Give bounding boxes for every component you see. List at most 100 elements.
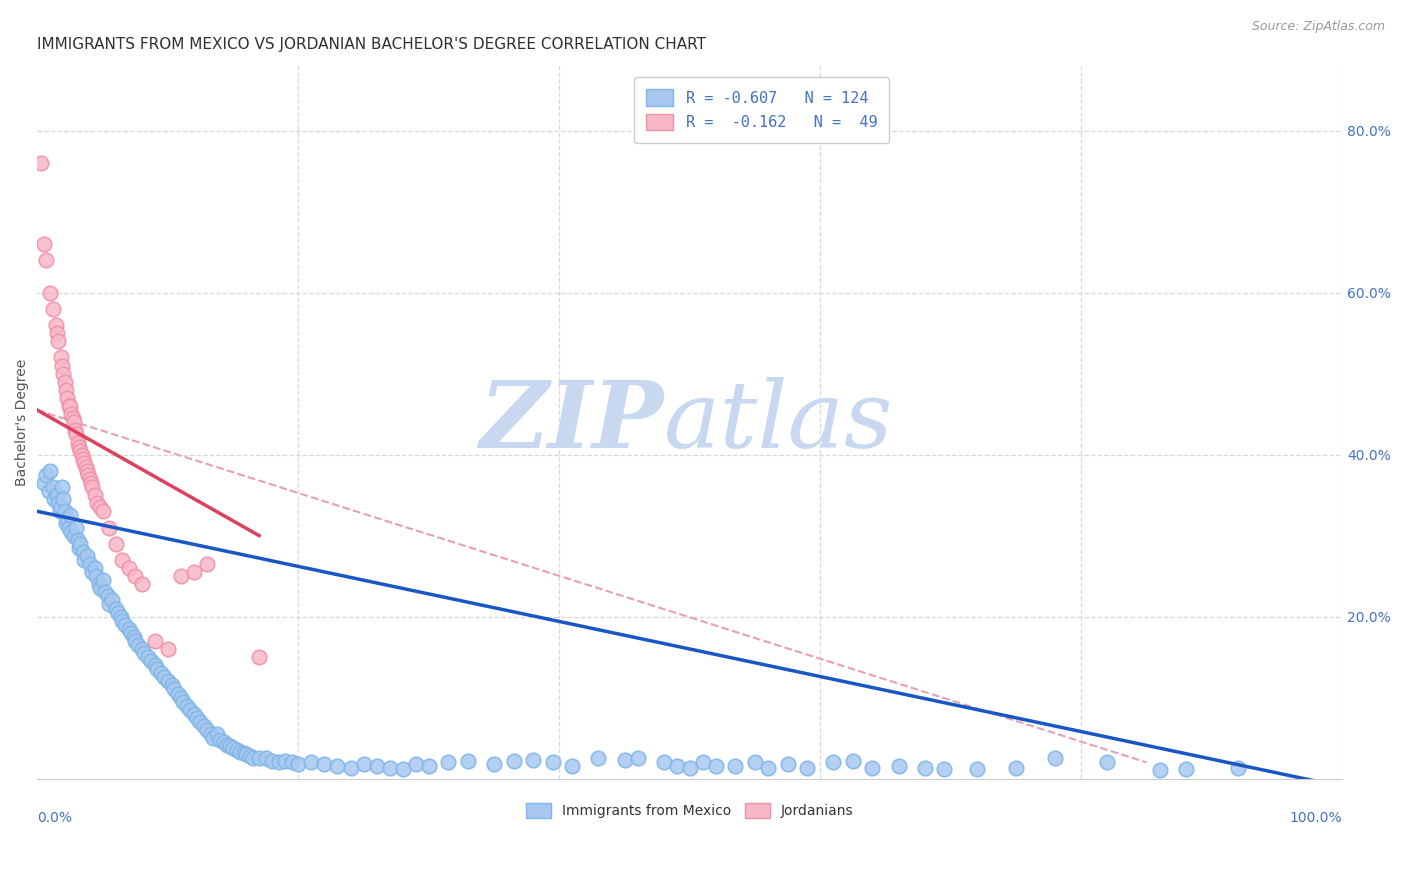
Point: [215, 738, 238, 752]
Point: [72, 451, 94, 466]
Point: [87, 577, 110, 591]
Point: [122, 630, 145, 644]
Point: [35, 467, 58, 482]
Point: [1043, 751, 1066, 765]
Point: [146, 662, 169, 676]
Point: [131, 642, 153, 657]
Point: [842, 754, 865, 768]
Point: [86, 496, 108, 510]
Point: [98, 520, 121, 534]
Point: [46, 496, 69, 510]
Point: [97, 590, 120, 604]
Point: [69, 443, 91, 458]
Point: [207, 727, 229, 741]
Point: [588, 751, 610, 765]
Point: [70, 448, 93, 462]
Point: [84, 569, 107, 583]
Point: [45, 318, 67, 332]
Point: [124, 569, 146, 583]
Point: [353, 756, 375, 771]
Point: [167, 687, 190, 701]
Point: [66, 533, 89, 547]
Point: [193, 719, 215, 733]
Point: [66, 435, 89, 450]
Point: [48, 504, 70, 518]
Point: [76, 464, 98, 478]
Point: [83, 488, 105, 502]
Point: [120, 625, 142, 640]
Point: [914, 761, 936, 775]
Point: [62, 411, 84, 425]
Point: [58, 520, 80, 534]
Point: [247, 751, 270, 765]
Point: [72, 545, 94, 559]
Point: [776, 756, 799, 771]
Point: [522, 753, 544, 767]
Point: [179, 703, 201, 717]
Point: [53, 375, 76, 389]
Point: [49, 500, 72, 515]
Point: [53, 504, 76, 518]
Point: [1149, 764, 1171, 778]
Point: [1226, 761, 1249, 775]
Point: [124, 634, 146, 648]
Point: [59, 508, 82, 523]
Point: [67, 541, 90, 555]
Point: [862, 761, 884, 775]
Point: [118, 561, 141, 575]
Point: [59, 399, 82, 413]
Point: [107, 606, 129, 620]
Point: [52, 492, 75, 507]
Point: [744, 756, 766, 770]
Point: [756, 761, 779, 775]
Point: [79, 472, 101, 486]
Point: [156, 642, 179, 657]
Point: [254, 751, 277, 765]
Point: [202, 731, 225, 745]
Point: [339, 761, 361, 775]
Point: [1097, 756, 1119, 770]
Point: [83, 561, 105, 575]
Point: [67, 440, 90, 454]
Point: [183, 565, 205, 579]
Point: [208, 732, 231, 747]
Point: [232, 746, 254, 760]
Point: [287, 756, 309, 771]
Point: [32, 237, 55, 252]
Point: [170, 690, 193, 705]
Text: IMMIGRANTS FROM MEXICO VS JORDANIAN BACHELOR'S DEGREE CORRELATION CHART: IMMIGRANTS FROM MEXICO VS JORDANIAN BACH…: [38, 37, 706, 53]
Point: [58, 399, 80, 413]
Point: [63, 415, 86, 429]
Point: [111, 553, 134, 567]
Point: [326, 759, 349, 773]
Point: [79, 557, 101, 571]
Point: [195, 557, 218, 571]
Point: [56, 391, 79, 405]
Point: [55, 516, 77, 531]
Point: [502, 754, 524, 768]
Point: [262, 754, 284, 768]
Y-axis label: Bachelor's Degree: Bachelor's Degree: [15, 359, 30, 486]
Point: [45, 326, 67, 341]
Point: [131, 577, 153, 591]
Point: [186, 711, 208, 725]
Point: [104, 601, 127, 615]
Point: [391, 762, 413, 776]
Point: [437, 756, 460, 770]
Point: [56, 512, 79, 526]
Point: [69, 537, 91, 551]
Point: [55, 383, 77, 397]
Point: [887, 759, 910, 773]
Point: [183, 706, 205, 721]
Point: [242, 750, 264, 764]
Point: [45, 488, 67, 502]
Point: [94, 585, 117, 599]
Point: [73, 456, 96, 470]
Point: [75, 459, 97, 474]
Point: [665, 759, 688, 773]
Point: [281, 756, 304, 770]
Point: [156, 674, 179, 689]
Point: [267, 756, 290, 770]
Point: [114, 617, 136, 632]
Point: [626, 751, 648, 765]
